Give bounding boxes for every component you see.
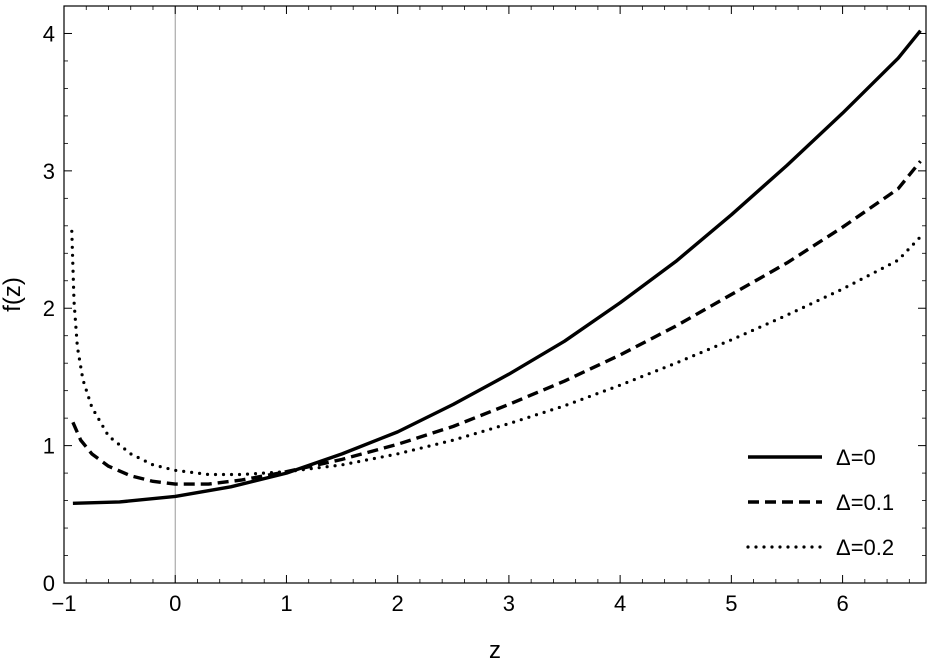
x-tick-labels: −1 0 1 2 3 4 5 6 <box>51 591 848 616</box>
y-axis-title: f(z) <box>0 277 26 312</box>
x-tick-label: 2 <box>392 591 404 616</box>
x-tick-label: 6 <box>836 591 848 616</box>
major-ticks <box>63 6 926 584</box>
legend-label-2: Δ=0.2 <box>836 535 894 560</box>
legend-label-0: Δ=0 <box>836 445 876 470</box>
series-line-0 <box>72 29 922 506</box>
y-tick-label: 1 <box>43 434 55 459</box>
x-axis-title: z <box>489 637 501 663</box>
x-tick-label: −1 <box>51 591 76 616</box>
y-tick-label: 4 <box>43 21 55 46</box>
minor-ticks <box>64 5 926 583</box>
x-tick-label: 5 <box>725 591 737 616</box>
y-tick-label: 3 <box>43 159 55 184</box>
y-tick-label: 2 <box>43 296 55 321</box>
y-tick-labels: 0 1 2 3 4 <box>43 21 55 596</box>
legend-label-1: Δ=0.1 <box>836 490 894 515</box>
series-line-1 <box>71 160 922 486</box>
x-tick-label: 4 <box>614 591 626 616</box>
plot-frame <box>63 5 927 584</box>
y-tick-label: 0 <box>43 571 55 596</box>
x-tick-label: 1 <box>280 591 292 616</box>
x-tick-label: 3 <box>503 591 515 616</box>
legend: Δ=0 Δ=0.1 Δ=0.2 <box>746 445 894 560</box>
x-tick-label: 0 <box>169 591 181 616</box>
series-layer <box>70 29 923 506</box>
